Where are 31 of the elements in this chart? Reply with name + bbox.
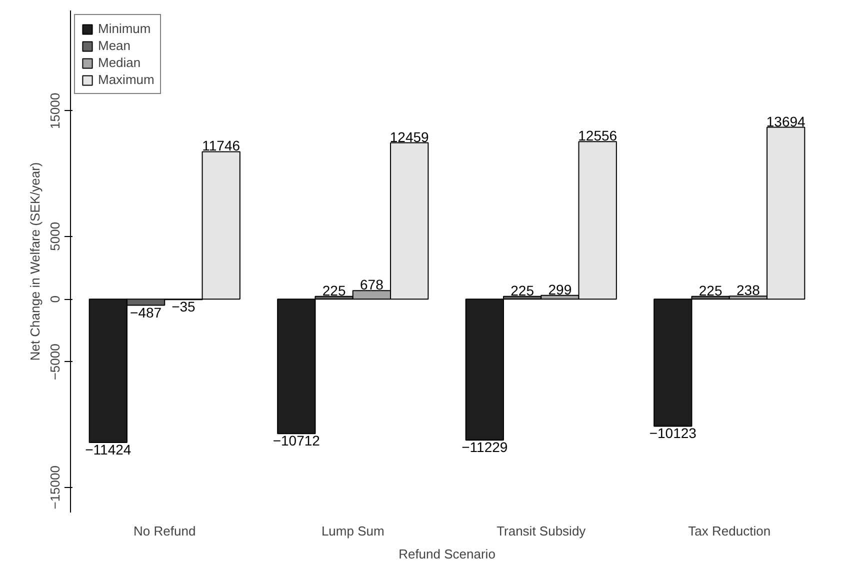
x-tick-label: No Refund <box>134 524 196 538</box>
y-tick-label: −5000 <box>48 344 62 380</box>
data-label: 225 <box>322 282 346 298</box>
data-label: 12556 <box>578 128 618 144</box>
x-axis-title: Refund Scenario <box>398 546 496 562</box>
data-label: −11424 <box>85 442 132 458</box>
data-label: 225 <box>510 282 534 298</box>
legend-label: Median <box>98 55 141 70</box>
data-label: 12459 <box>390 128 430 145</box>
x-tick-label: Lump Sum <box>321 524 384 538</box>
data-label: −10712 <box>272 432 320 449</box>
x-tick-label: Tax Reduction <box>688 524 771 538</box>
data-label: 238 <box>736 282 760 298</box>
legend-label: Mean <box>98 38 131 53</box>
data-label: 678 <box>360 276 384 293</box>
y-tick-label: 0 <box>48 296 62 303</box>
legend-label: Maximum <box>98 72 154 87</box>
data-label: 13694 <box>766 113 806 130</box>
data-label: −35 <box>172 298 196 315</box>
data-label: −487 <box>130 304 162 320</box>
data-label: −10123 <box>649 425 697 442</box>
data-label: 225 <box>698 282 722 298</box>
legend-label: Minimum <box>98 21 151 36</box>
y-tick-label: 5000 <box>48 222 62 251</box>
data-label: 11746 <box>202 138 240 154</box>
data-label: −11229 <box>462 439 508 456</box>
data-label: 299 <box>548 281 572 298</box>
y-tick-label: −15000 <box>48 466 62 510</box>
y-tick-label: 15000 <box>48 92 62 129</box>
y-axis-title: Net Change in Welfare (SEK/year) <box>28 162 42 361</box>
x-tick-label: Transit Subsidy <box>496 524 586 538</box>
